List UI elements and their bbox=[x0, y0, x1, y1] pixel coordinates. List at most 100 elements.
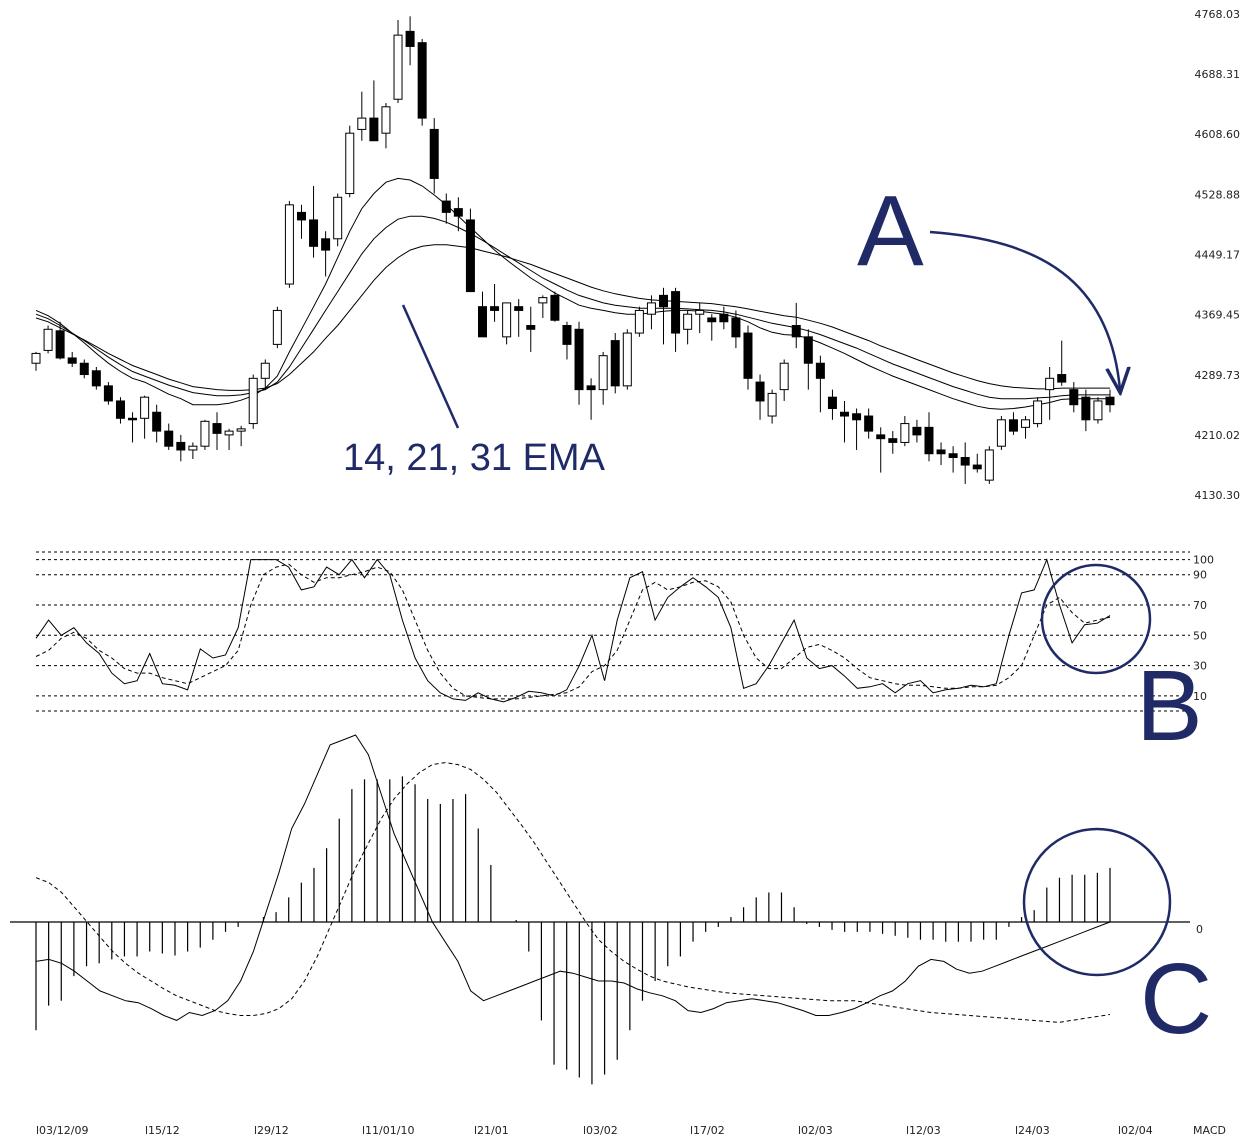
candle bbox=[610, 333, 620, 394]
candle-body-down bbox=[67, 357, 77, 364]
candle bbox=[260, 359, 270, 390]
candle-body-down bbox=[803, 336, 813, 364]
candle-body-down bbox=[369, 117, 379, 142]
candle-body-down bbox=[453, 208, 463, 217]
candle-body-down bbox=[960, 457, 970, 466]
candle-body-up bbox=[984, 449, 994, 481]
candle bbox=[490, 284, 500, 322]
candle bbox=[888, 431, 898, 454]
candle bbox=[574, 321, 584, 405]
candle-body-up bbox=[381, 106, 391, 134]
stoch-tick-label: 100 bbox=[1193, 554, 1214, 567]
candle-body-up bbox=[393, 34, 403, 100]
candle bbox=[791, 302, 801, 349]
candle-body-up bbox=[502, 302, 512, 338]
candle-body-down bbox=[912, 426, 922, 436]
candle bbox=[719, 306, 729, 330]
circle-c bbox=[1022, 827, 1172, 977]
price-tick-label: 4369.45 bbox=[1195, 309, 1241, 322]
date-tick-label: l02/03 bbox=[798, 1124, 833, 1137]
candle-body-up bbox=[1045, 377, 1055, 391]
candle-body-up bbox=[767, 392, 777, 417]
candle-body-down bbox=[1008, 419, 1018, 432]
candle bbox=[984, 446, 994, 484]
candle bbox=[381, 103, 391, 149]
candle bbox=[429, 118, 439, 194]
candle-body-down bbox=[164, 430, 174, 447]
candle bbox=[550, 291, 560, 322]
annotations: 14, 21, 31 EMA A B C bbox=[343, 175, 1212, 1055]
candle-body-down bbox=[477, 306, 487, 338]
candle-body-up bbox=[598, 355, 608, 391]
candle bbox=[598, 351, 608, 405]
candle-body-down bbox=[791, 325, 801, 338]
candle-body-down bbox=[91, 370, 101, 387]
candle bbox=[164, 423, 174, 450]
candle bbox=[671, 287, 681, 352]
ema-14-line bbox=[35, 177, 1110, 410]
stoch-dashed-line bbox=[35, 563, 1111, 700]
candle-body-down bbox=[526, 325, 536, 330]
candle bbox=[514, 299, 524, 337]
candle bbox=[1069, 382, 1079, 413]
candle-body-down bbox=[562, 325, 572, 345]
candle-body-down bbox=[490, 306, 500, 311]
candle bbox=[284, 201, 294, 288]
candle bbox=[1008, 412, 1018, 435]
candle-body-up bbox=[622, 332, 632, 387]
candle bbox=[1105, 389, 1115, 413]
candle-body-down bbox=[79, 362, 89, 376]
candle-body-up bbox=[224, 430, 234, 436]
candle-body-down bbox=[103, 385, 113, 402]
candle bbox=[248, 374, 258, 429]
candle bbox=[333, 193, 343, 247]
candle bbox=[755, 374, 765, 420]
candle-body-down bbox=[115, 400, 125, 419]
candle-body-down bbox=[417, 42, 427, 119]
candle bbox=[296, 204, 306, 239]
candle bbox=[803, 329, 813, 390]
candle-body-down bbox=[1069, 389, 1079, 406]
price-panel: 4768.03 4688.31 4608.60 4528.88 4449.17 4369.… bbox=[31, 8, 1241, 502]
date-tick-label: l12/03 bbox=[906, 1124, 941, 1137]
candle bbox=[321, 231, 331, 277]
candle bbox=[441, 193, 451, 224]
candle bbox=[924, 412, 934, 462]
candle-body-up bbox=[996, 419, 1006, 447]
candle bbox=[43, 325, 53, 354]
candle bbox=[115, 397, 125, 424]
candle-body-up bbox=[260, 362, 270, 379]
candle-body-down bbox=[972, 464, 982, 470]
candle-body-down bbox=[441, 200, 451, 213]
candle bbox=[586, 378, 596, 420]
candle bbox=[948, 446, 958, 473]
candle-body-down bbox=[755, 381, 765, 402]
price-tick-label: 4528.88 bbox=[1195, 188, 1241, 201]
candle bbox=[1057, 340, 1067, 386]
date-tick-label: l11/01/10 bbox=[362, 1124, 414, 1137]
candle-body-down bbox=[1057, 374, 1067, 383]
candle bbox=[309, 185, 319, 258]
candle-body-up bbox=[345, 132, 355, 195]
candle-body-down bbox=[659, 294, 669, 308]
candle-body-up bbox=[31, 352, 41, 364]
macd-macd-line bbox=[35, 734, 1111, 1021]
date-tick-label: l02/04 bbox=[1118, 1124, 1153, 1137]
candle bbox=[827, 389, 837, 420]
price-tick-label: 4289.73 bbox=[1195, 369, 1241, 382]
candle-body-up bbox=[900, 423, 910, 443]
price-tick-label: 4130.30 bbox=[1195, 489, 1241, 502]
candle bbox=[272, 306, 282, 349]
stoch-tick-label: 70 bbox=[1193, 599, 1207, 612]
candle bbox=[152, 404, 162, 443]
price-tick-label: 4449.17 bbox=[1195, 248, 1241, 261]
candle bbox=[128, 412, 138, 443]
candle bbox=[176, 434, 186, 462]
candle-body-down bbox=[514, 306, 524, 311]
label-a: A bbox=[857, 175, 924, 287]
candle bbox=[345, 125, 355, 198]
candle bbox=[453, 197, 463, 232]
candle bbox=[103, 382, 113, 405]
candle-body-up bbox=[646, 302, 656, 315]
candle-body-down bbox=[852, 413, 862, 421]
